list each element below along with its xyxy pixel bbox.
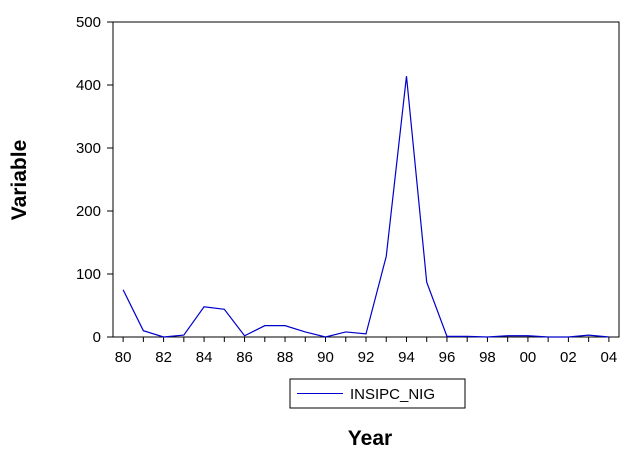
y-axis: 0 100 200 300 400 500 [76, 14, 113, 346]
y-tick-label: 400 [76, 77, 101, 94]
x-tick-label: 04 [601, 349, 618, 366]
y-axis-title: Variable [8, 140, 31, 221]
x-axis-title: Year [348, 427, 392, 450]
plot-frame [112, 21, 620, 338]
series-layer [122, 76, 609, 338]
plot-area: 0 100 200 300 400 500 80 82 84 86 88 90 92 94 96 98 00 0… [76, 14, 620, 366]
x-tick-label: 98 [479, 349, 496, 366]
x-tick-label: 02 [560, 349, 577, 366]
x-tick-label: 86 [236, 349, 253, 366]
y-tick-label: 0 [93, 329, 101, 346]
x-axis: 80 82 84 86 88 90 92 94 96 98 00 02 04 [115, 337, 617, 366]
x-tick-label: 94 [398, 349, 415, 366]
y-tick-label: 100 [76, 266, 101, 283]
series-line [122, 76, 609, 338]
legend-label: INSIPC_NIG [350, 386, 435, 403]
y-tick-label: 500 [76, 14, 101, 31]
legend: INSIPC_NIG [289, 378, 466, 409]
x-tick-label: 82 [155, 349, 172, 366]
x-tick-label: 92 [358, 349, 375, 366]
y-tick-label: 300 [76, 140, 101, 157]
x-tick-label: 88 [277, 349, 294, 366]
x-tick-label: 00 [520, 349, 537, 366]
x-tick-label: 96 [439, 349, 456, 366]
x-tick-label: 90 [317, 349, 334, 366]
y-tick-label: 200 [76, 203, 101, 220]
x-tick-label: 84 [196, 349, 213, 366]
x-tick-label: 80 [115, 349, 132, 366]
